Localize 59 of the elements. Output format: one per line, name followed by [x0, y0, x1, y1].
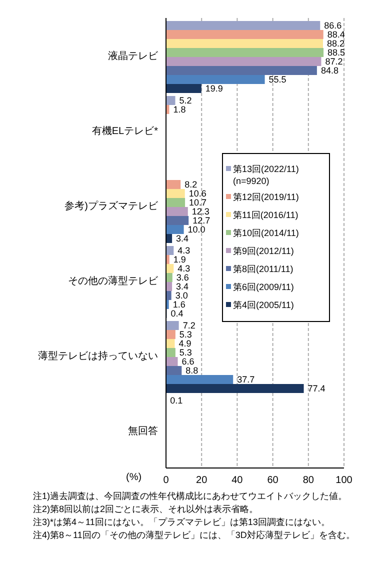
data-label: 1.8 — [173, 104, 186, 115]
data-label: 12.7 — [192, 216, 210, 226]
data-label: 5.3 — [179, 330, 192, 340]
y-tick-label: 有機ELテレビ* — [92, 125, 158, 138]
data-label: 87.2 — [325, 56, 343, 67]
data-label: 86.6 — [324, 20, 342, 31]
x-tick-label: 100 — [336, 475, 353, 486]
x-tick-label: 80 — [302, 475, 314, 486]
data-label: 5.3 — [179, 348, 192, 358]
data-label: 84.8 — [320, 66, 338, 76]
data-label: 88.2 — [326, 38, 345, 49]
data-label: 1.6 — [172, 300, 186, 310]
legend-label: 第12回(2019/11) — [233, 191, 299, 204]
y-tick-label: 無回答 — [128, 425, 158, 438]
y-tick-label: 液晶テレビ — [108, 50, 159, 62]
data-label: 3.4 — [176, 282, 189, 292]
y-tick-label: 薄型テレビは持っていない — [38, 350, 158, 362]
x-tick-label: 20 — [196, 475, 208, 486]
data-label: 8.8 — [186, 366, 198, 376]
legend-label: 第4回(2005/11) — [233, 299, 294, 312]
x-axis-title: (%) — [126, 472, 142, 483]
data-label: 55.5 — [268, 74, 286, 85]
legend-label: 第9回(2012/11) — [233, 245, 294, 258]
data-label: 10.6 — [188, 188, 206, 199]
data-label: 3.0 — [175, 290, 188, 301]
data-label: 3.6 — [176, 272, 189, 283]
data-label: 19.9 — [205, 84, 223, 94]
legend-label: 第10回(2014/11) — [233, 227, 299, 240]
data-label: 88.5 — [328, 48, 346, 58]
legend-label: 第8回(2011/11) — [233, 263, 294, 276]
legend-label: 第11回(2016/11) — [233, 209, 298, 222]
data-label: 3.4 — [176, 234, 189, 244]
legend-label: 第6回(2009/11) — [233, 281, 294, 294]
x-tick-label: 60 — [267, 475, 279, 486]
data-label: 4.3 — [178, 264, 190, 274]
data-label: 8.2 — [184, 180, 198, 190]
text: 注2)第8回以前は2回ごとに表示、それ以外は表示省略。 — [33, 503, 260, 516]
x-tick-label: 40 — [232, 475, 244, 486]
data-label: 0.4 — [170, 308, 184, 319]
data-label: 77.4 — [308, 384, 326, 394]
x-tick-label: 0 — [163, 475, 170, 486]
data-label: 37.7 — [237, 374, 255, 385]
y-tick-label: 参考)プラズマテレビ — [64, 200, 159, 212]
text: 注4)第8～11回の「その他の薄型テレビ」には、「3D対応薄型テレビ」を含む。 — [33, 529, 356, 542]
text: 注3)*は第4～11回にはない。「プラズマテレビ」は第13回調査にはない。 — [33, 516, 331, 529]
data-label: 4.9 — [178, 338, 192, 349]
text: 注1)過去調査は、今回調査の性年代構成比にあわせてウエイトバックした値。 — [33, 490, 348, 503]
data-label: 10.7 — [189, 198, 207, 208]
data-label: 1.9 — [173, 254, 186, 265]
data-label: 7.2 — [182, 320, 196, 331]
data-label: 5.2 — [179, 96, 192, 106]
data-label: 12.3 — [192, 206, 210, 217]
data-label: 6.6 — [182, 356, 194, 367]
data-label: 88.4 — [327, 30, 345, 40]
legend-label: 第13回(2022/11) (n=9920) — [233, 163, 300, 186]
data-label: 10.0 — [188, 224, 206, 235]
y-tick-label: その他の薄型テレビ — [68, 275, 159, 288]
data-label: 0.1 — [170, 396, 183, 406]
data-label: 4.3 — [178, 246, 190, 256]
